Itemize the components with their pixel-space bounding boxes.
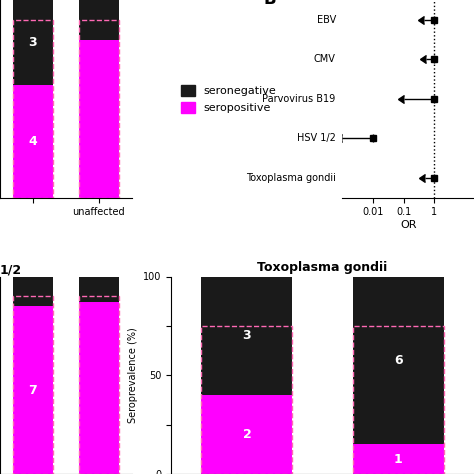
Bar: [79, 302, 118, 474]
Y-axis label: Seroprevalence (%): Seroprevalence (%): [128, 328, 137, 423]
Text: 7: 7: [28, 383, 37, 397]
Bar: [13, 306, 53, 474]
Text: 1/2: 1/2: [0, 264, 22, 276]
Text: 3: 3: [28, 36, 37, 49]
Text: CMV: CMV: [314, 54, 336, 64]
Bar: [353, 276, 444, 445]
Text: EBV: EBV: [317, 15, 336, 25]
Text: 4: 4: [28, 135, 37, 148]
Text: Parvovirus B19: Parvovirus B19: [263, 94, 336, 104]
Text: Toxoplasma gondii: Toxoplasma gondii: [246, 173, 336, 183]
Text: 3: 3: [243, 329, 251, 342]
Bar: [13, 0, 53, 85]
Text: B: B: [264, 0, 276, 8]
Legend: seronegative, seropositive: seronegative, seropositive: [177, 80, 281, 118]
Bar: [353, 445, 444, 474]
Bar: [13, 276, 53, 306]
Text: 6: 6: [394, 354, 402, 367]
Text: 1: 1: [394, 453, 403, 465]
Bar: [201, 276, 292, 395]
Bar: [79, 39, 118, 198]
Bar: [79, 276, 118, 302]
Bar: [201, 395, 292, 474]
X-axis label: OR: OR: [400, 220, 417, 230]
Bar: [79, 0, 118, 39]
Title: Toxoplasma gondii: Toxoplasma gondii: [257, 261, 388, 274]
Text: HSV 1/2: HSV 1/2: [297, 133, 336, 143]
Bar: [13, 85, 53, 198]
Text: 2: 2: [243, 428, 251, 441]
